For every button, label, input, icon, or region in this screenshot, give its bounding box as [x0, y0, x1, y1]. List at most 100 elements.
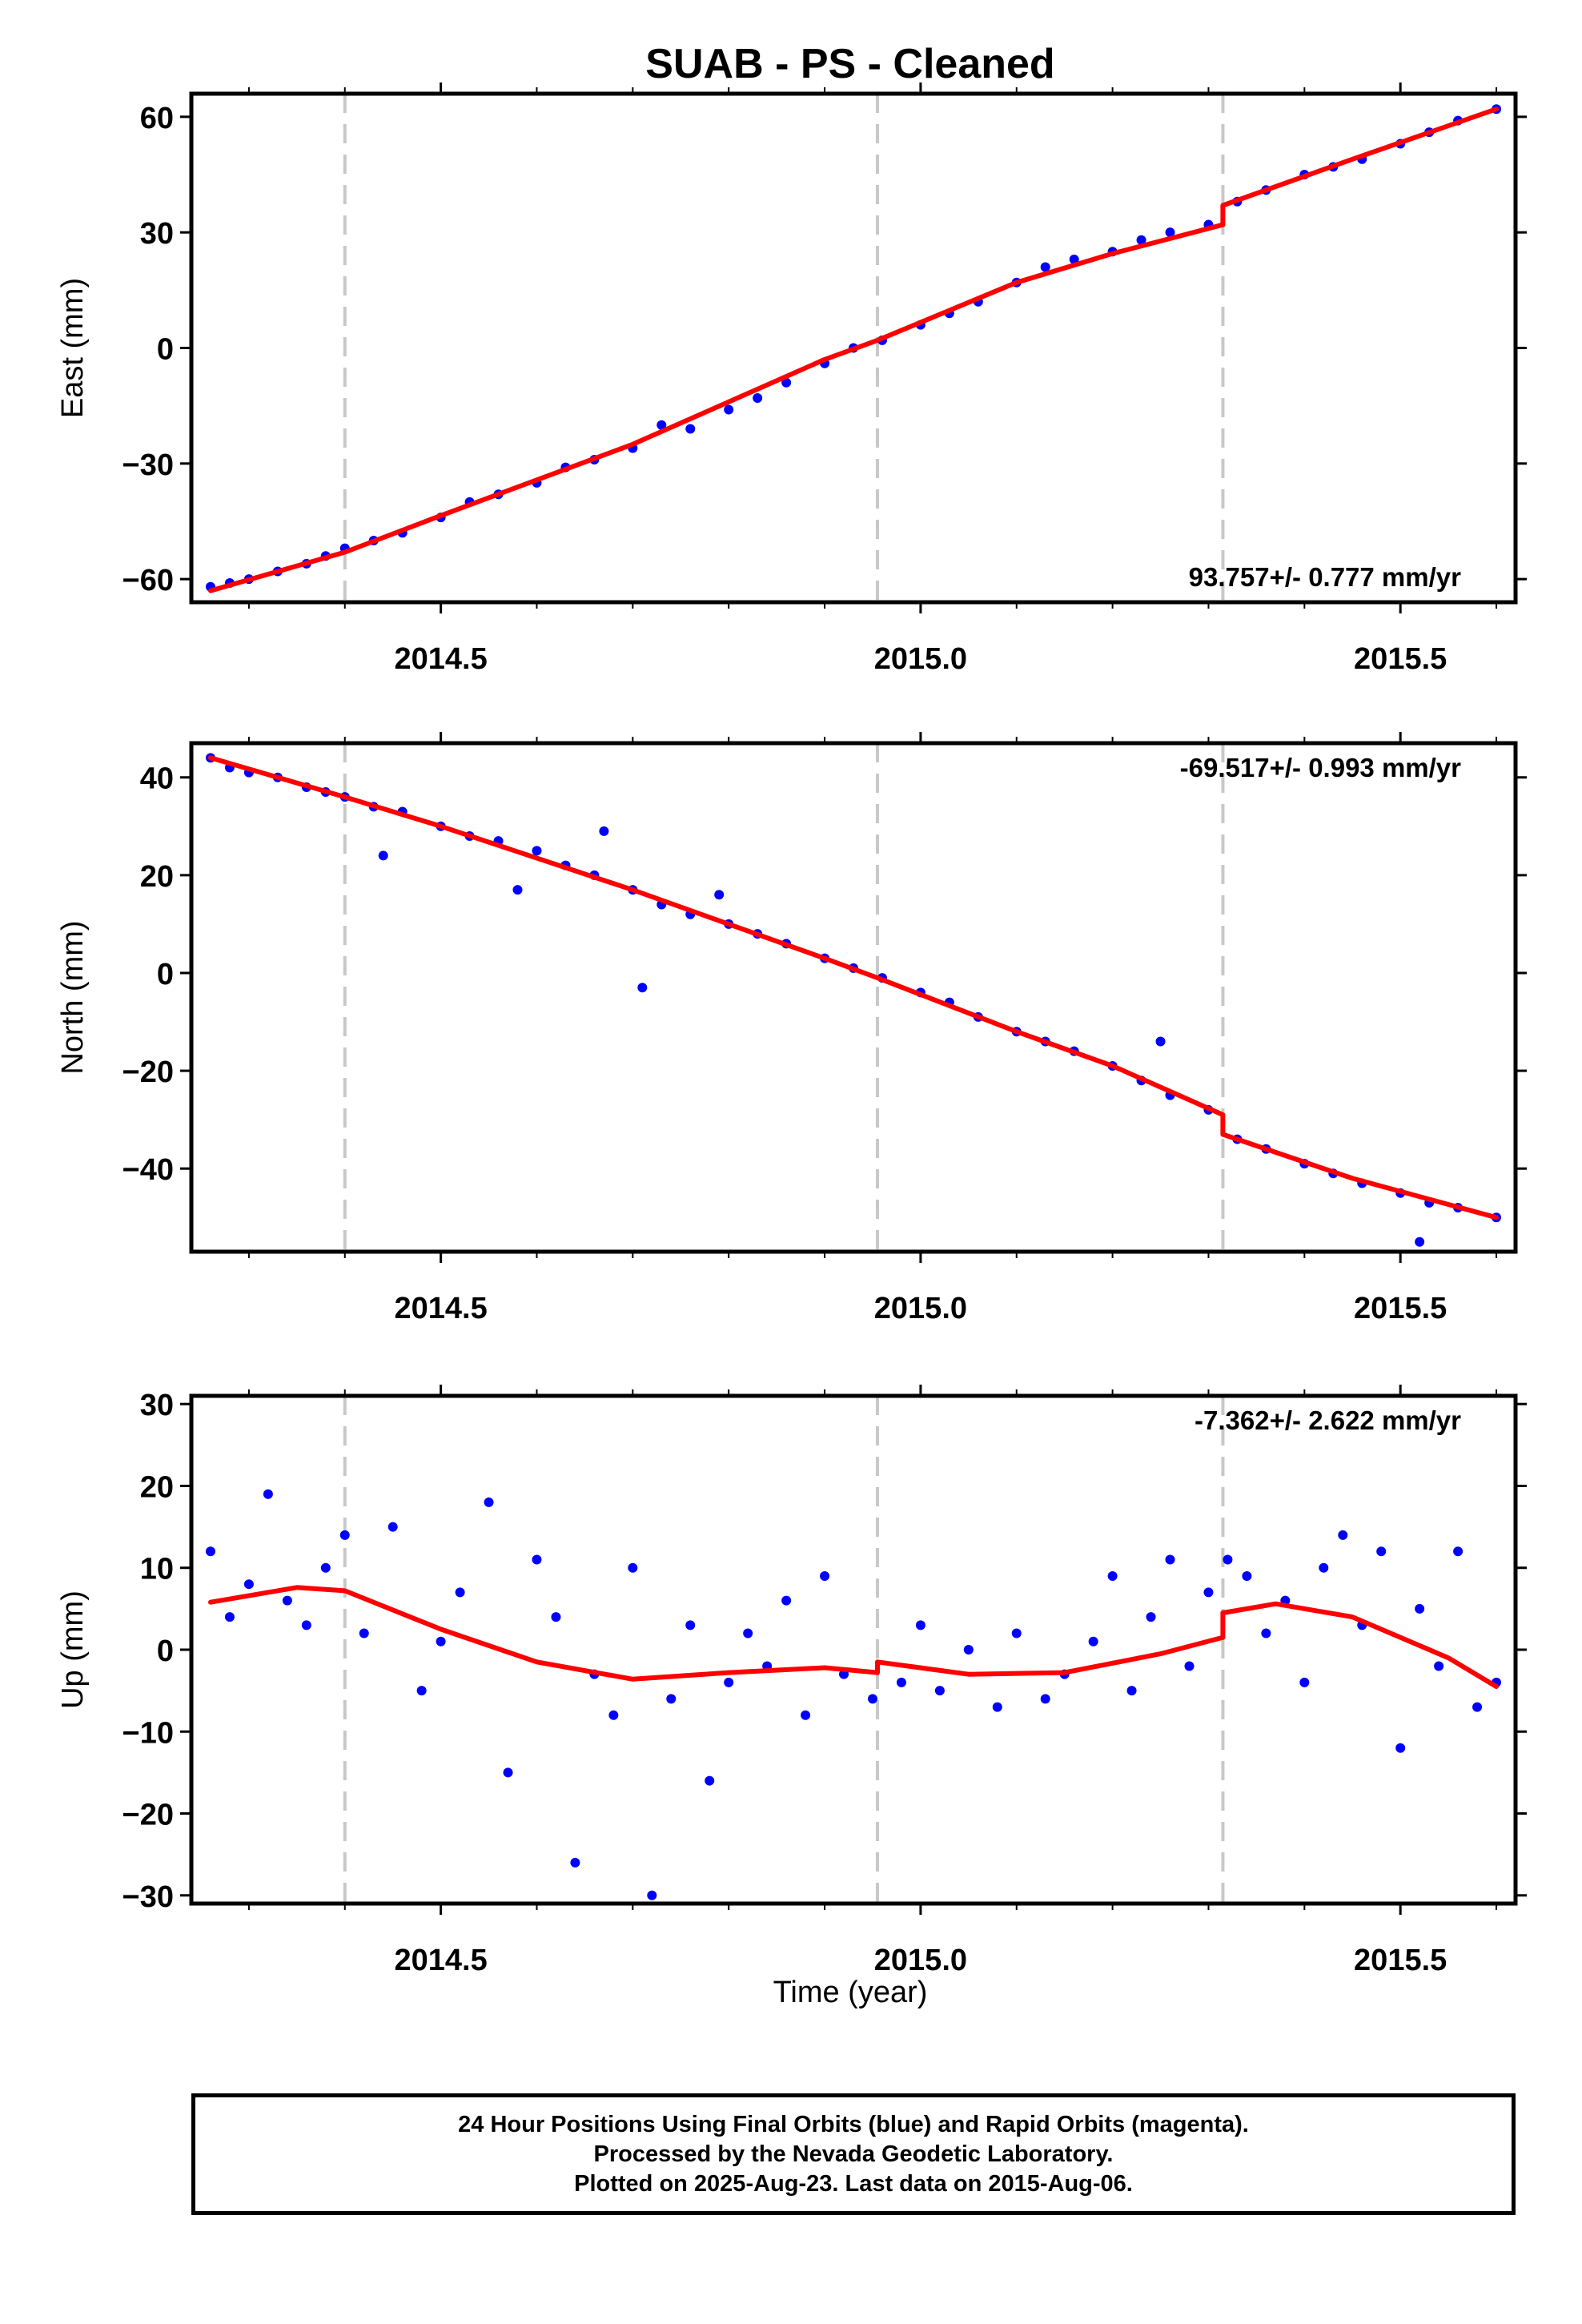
data-point [1261, 1628, 1271, 1638]
data-point [1011, 1628, 1022, 1638]
data-point [1146, 1612, 1156, 1622]
data-point [599, 826, 609, 836]
data-point [820, 1570, 830, 1581]
data-point [1069, 254, 1079, 264]
footer-line-2: Processed by the Nevada Geodetic Laborat… [593, 2141, 1114, 2167]
chart-title: SUAB - PS - Cleaned [645, 41, 1054, 87]
data-point [637, 983, 648, 993]
data-point [753, 393, 763, 404]
data-point [1203, 1587, 1214, 1598]
data-point [387, 1522, 398, 1532]
y-tick-label: −30 [122, 448, 174, 482]
data-point [503, 1767, 513, 1778]
x-tick-label: 2015.5 [1354, 1292, 1447, 1325]
plot-frame [189, 1393, 1518, 1906]
data-point [243, 1579, 254, 1590]
data-point [378, 850, 388, 861]
x-tick-label: 2015.0 [874, 1292, 967, 1325]
data-point [1415, 1236, 1425, 1247]
data-point [263, 1489, 273, 1499]
data-point [743, 1628, 753, 1638]
data-point [512, 885, 523, 895]
data-point [1319, 1562, 1329, 1573]
x-tick-label: 2015.0 [874, 642, 967, 676]
y-tick-label: 20 [140, 1470, 174, 1504]
data-point [1299, 1677, 1310, 1687]
y-tick-label: 30 [140, 1389, 174, 1422]
data-point [705, 1775, 715, 1786]
footer-box: 24 Hour Positions Using Final Orbits (bl… [191, 2093, 1516, 2215]
y-tick-label: 60 [140, 102, 174, 135]
y-tick-label: 0 [157, 1634, 174, 1668]
data-point [801, 1710, 811, 1720]
data-point [628, 1562, 638, 1573]
y-tick-label: −60 [122, 564, 174, 597]
data-point [781, 1595, 792, 1606]
data-point [1434, 1661, 1444, 1671]
data-point [608, 1710, 619, 1720]
data-point [339, 1530, 350, 1540]
data-point [1040, 1694, 1050, 1704]
data-point [1242, 1570, 1252, 1581]
data-point [532, 846, 542, 856]
x-tick-label: 2015.5 [1354, 642, 1447, 676]
x-tick-label: 2015.0 [874, 1944, 967, 1977]
y-axis-label: Up (mm) [56, 1590, 90, 1709]
y-tick-label: 20 [140, 860, 174, 894]
data-point [224, 1612, 235, 1622]
plot-frame [189, 741, 1518, 1254]
y-tick-label: 40 [140, 762, 174, 796]
y-tick-label: 10 [140, 1553, 174, 1586]
data-point [1453, 1546, 1464, 1557]
data-point [685, 1620, 696, 1630]
data-point [416, 1686, 427, 1696]
data-point [1165, 1554, 1175, 1565]
plot-frame [189, 91, 1518, 605]
y-tick-label: 0 [157, 958, 174, 991]
data-point [282, 1595, 292, 1606]
data-point [455, 1587, 465, 1598]
data-point [724, 1677, 734, 1687]
data-point [1165, 227, 1175, 238]
data-point [1126, 1686, 1137, 1696]
data-point [724, 404, 734, 415]
data-point [484, 1497, 494, 1507]
panel-up: 30 20 10 0 −10 −20 −30 2014.5 2015.0 2015.5 Up (mm… [56, 1385, 1527, 1977]
footer-line-1: 24 Hour Positions Using Final Orbits (bl… [458, 2111, 1249, 2137]
data-point [1395, 1743, 1406, 1753]
data-point [647, 1890, 657, 1900]
data-point [1107, 1570, 1118, 1581]
data-point [551, 1612, 561, 1622]
data-point [436, 1636, 446, 1647]
chart: SUAB - PS - Cleaned Time (year) 60 30 0 −30… [56, 41, 1527, 2009]
data-point [532, 1554, 542, 1565]
data-point [963, 1645, 974, 1655]
data-point [714, 890, 725, 900]
data-point [685, 424, 696, 434]
data-point [320, 1562, 331, 1573]
x-tick-label: 2014.5 [395, 642, 488, 676]
x-tick-label: 2014.5 [395, 1292, 488, 1325]
data-point [205, 1546, 215, 1557]
data-point [915, 1620, 926, 1630]
rate-label: -7.362+/- 2.622 mm/yr [1195, 1405, 1461, 1435]
rate-label: -69.517+/- 0.993 mm/yr [1180, 753, 1461, 782]
rate-label: 93.757+/- 0.777 mm/yr [1189, 562, 1461, 592]
data-point [666, 1694, 677, 1704]
y-tick-label: 30 [140, 217, 174, 251]
model-line [208, 755, 1499, 1220]
y-tick-label: −20 [122, 1055, 174, 1089]
data-point [781, 377, 792, 388]
data-point [1040, 262, 1050, 272]
data-point [992, 1702, 1002, 1712]
data-point [1155, 1036, 1166, 1047]
data-point [301, 1620, 311, 1630]
panel-north: 40 20 0 −20 −40 2014.5 2015.0 2015.5 North (mm) -… [56, 732, 1527, 1325]
data-point [1088, 1636, 1098, 1647]
y-axis-label: East (mm) [56, 278, 90, 418]
data-point [1223, 1554, 1233, 1565]
data-point [1472, 1702, 1483, 1712]
data-point [359, 1628, 369, 1638]
y-tick-label: −30 [122, 1880, 174, 1914]
data-point [896, 1677, 906, 1687]
